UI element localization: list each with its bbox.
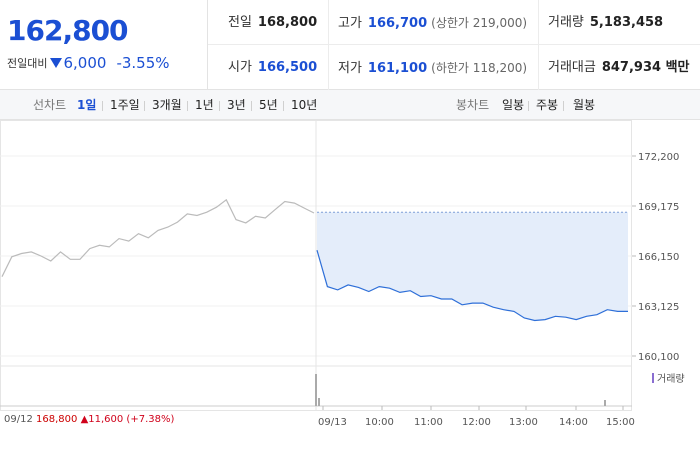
period-3y[interactable]: 3년 (227, 98, 246, 112)
stat-label: 고가 (338, 16, 362, 31)
x-tick-label: 11:00 (414, 417, 443, 428)
below-prev-close-area (317, 212, 628, 321)
volume-bar (604, 400, 606, 406)
stat-low: 저가 161,100 (하한가 118,200) (338, 45, 527, 90)
price-change: 전일대비 6,000 -3.55% (7, 54, 170, 72)
upper-limit: (상한가 219,000) (431, 16, 528, 30)
x-tick-label: 15:00 (606, 417, 635, 428)
divider (283, 101, 284, 111)
stat-amount: 거래대금 847,934 백만 (548, 45, 690, 90)
change-label: 전일대비 (7, 57, 48, 70)
x-tick-label: 12:00 (462, 417, 491, 428)
stat-value: 166,500 (257, 60, 318, 75)
y-tick-label: 172,200 (638, 152, 679, 163)
period-1w[interactable]: 1주일 (110, 98, 140, 112)
change-percent: -3.55% (116, 54, 170, 72)
candle-daily[interactable]: 일봉 (502, 98, 525, 112)
stat-label: 거래대금 (548, 60, 596, 75)
stat-value: 161,100 (367, 61, 428, 76)
divider (251, 101, 252, 111)
y-tick-label: 160,100 (638, 352, 679, 363)
prev-price: 168,800 (36, 414, 78, 425)
x-tick-label: 09/13 (318, 417, 347, 428)
period-1d[interactable]: 1일 (77, 98, 97, 112)
current-price: 162,800 (7, 14, 129, 47)
period-5y[interactable]: 5년 (259, 98, 278, 112)
stat-label: 거래량 (548, 15, 584, 30)
x-tick-label: 14:00 (559, 417, 588, 428)
stats-row-1: 전일 168,800 고가 166,700 (상한가 219,000) 거래량 5,18… (208, 0, 700, 45)
stats-row-2: 시가 166,500 저가 161,100 (하한가 118,200) 거래대금 847… (208, 45, 700, 90)
quote-stats: 전일 168,800 고가 166,700 (상한가 219,000) 거래량 5,18… (208, 0, 700, 90)
stat-volume: 거래량 5,183,458 (548, 0, 663, 45)
stat-value: 847,934 백만 (601, 60, 690, 75)
stat-value: 166,700 (367, 16, 428, 31)
prev-change: ▲11,600 (+7.38%) (80, 414, 175, 425)
volume-legend-swatch (652, 373, 654, 383)
prev-day-summary: 09/12 168,800 ▲11,600 (+7.38%) (4, 414, 174, 425)
stat-open: 시가 166,500 (228, 45, 317, 90)
y-tick-label: 169,175 (638, 202, 679, 213)
stat-high: 고가 166,700 (상한가 219,000) (338, 0, 527, 45)
volume-bar (315, 374, 317, 406)
stat-label: 저가 (338, 61, 362, 76)
quote-summary: 162,800 전일대비 6,000 -3.55% 전일 168,800 고가 166,… (0, 0, 700, 90)
volume-legend-label: 거래량 (657, 373, 685, 385)
today-price-line (316, 250, 628, 322)
y-tick-label: 166,150 (638, 252, 679, 263)
line-chart-label: 선차트 (33, 98, 67, 112)
y-tick-label: 163,125 (638, 302, 679, 313)
period-3m[interactable]: 3개월 (152, 98, 182, 112)
divider (187, 101, 188, 111)
candle-chart-label: 봉차트 (456, 98, 490, 112)
stat-label: 전일 (228, 15, 252, 30)
divider (144, 101, 145, 111)
current-price-box: 162,800 전일대비 6,000 -3.55% (0, 0, 208, 90)
lower-limit: (하한가 118,200) (431, 61, 528, 75)
chart-toolbar: 선차트 1일 1주일 3개월 1년 3년 5년 10년 봉차트 일봉 주봉 월봉 (0, 90, 700, 120)
divider (538, 0, 539, 90)
price-chart: 172,200 169,175 166,150 163,125 160,100 거래량 09… (0, 120, 700, 450)
divider (563, 101, 564, 111)
stat-value: 5,183,458 (589, 15, 664, 30)
divider (219, 101, 220, 111)
volume-bar (318, 398, 320, 406)
stat-value: 168,800 (257, 15, 318, 30)
period-10y[interactable]: 10년 (291, 98, 318, 112)
down-triangle-icon (50, 58, 63, 68)
x-tick-label: 10:00 (365, 417, 394, 428)
divider (102, 101, 103, 111)
period-1y[interactable]: 1년 (195, 98, 214, 112)
x-tick-label: 13:00 (509, 417, 538, 428)
divider (528, 101, 529, 111)
prev-day-line (1, 198, 315, 277)
divider (328, 0, 329, 90)
change-value: 6,000 (63, 54, 107, 72)
candle-weekly[interactable]: 주봉 (536, 98, 559, 112)
stat-prev-close: 전일 168,800 (228, 0, 317, 45)
prev-date: 09/12 (4, 414, 33, 425)
candle-monthly[interactable]: 월봉 (573, 98, 596, 112)
price-chart-svg: 172,200 169,175 166,150 163,125 160,100 거래량 09… (0, 120, 685, 428)
stat-label: 시가 (228, 60, 252, 75)
